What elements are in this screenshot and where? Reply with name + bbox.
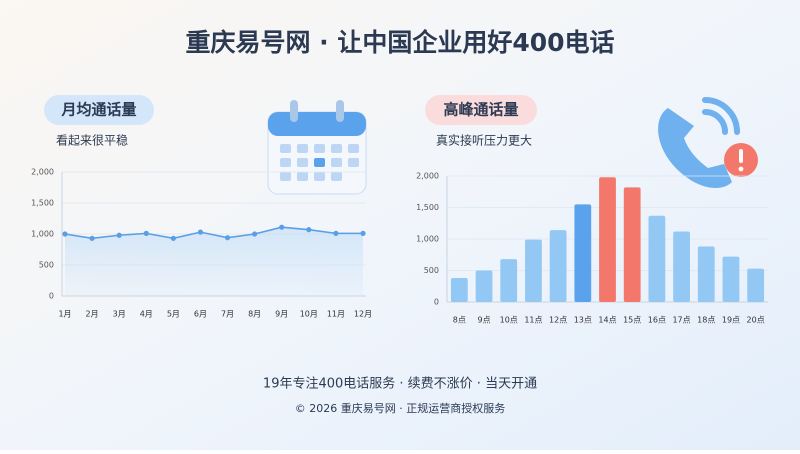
badge: 高峰通话量 [443,101,518,119]
badge: 月均通话量 [60,101,136,119]
x-tick-label: 16点 [648,316,666,325]
y-tick-label: 1,500 [31,199,54,208]
bar [599,177,616,302]
bar [525,239,542,302]
point [143,230,149,236]
point [62,231,68,237]
point [197,229,204,235]
title: 重庆易号网 · 让中国企业用好400电话 [185,28,614,57]
bar [549,230,567,302]
point [224,235,231,241]
point [252,231,258,237]
badge-bg [44,95,154,125]
x-tick-label: 9点 [477,316,490,325]
point [306,227,312,233]
line [64,226,363,240]
y-tick-label: 0 [434,298,439,307]
bar [648,215,666,302]
bar [722,256,740,302]
y-tick-label: 500 [424,266,439,275]
x-tick-label: 8点 [453,316,466,325]
point [333,230,339,236]
point [116,232,122,238]
x-tick-label: 9月 [275,310,288,319]
point [360,230,366,236]
point [89,235,95,241]
y-tick-label: 2,000 [31,168,54,177]
x-tick-label: 12月 [354,310,372,319]
y-tick-label: 2,000 [416,172,439,181]
x-tick-label: 10月 [300,310,318,319]
x-tick-label: 19点 [722,316,740,325]
x-tick-label: 13点 [574,316,592,325]
x-tick-label: 5月 [167,310,180,319]
line-area [65,227,363,296]
y-tick-label: 1,000 [31,230,54,239]
y-tick-label: 0 [49,292,54,301]
x-tick-label: 1月 [58,310,71,319]
bar [673,231,690,302]
bar [475,270,493,302]
phone-icon [658,97,758,188]
bar [697,246,715,302]
bar [747,268,765,302]
footer-line: 19年专注400电话服务 · 续费不涨价 · 当天开通 [263,376,537,392]
x-tick-label: 15点 [623,316,641,325]
x-tick-label: 12点 [549,316,567,325]
bar [450,278,468,302]
x-tick-label: 11点 [524,316,542,325]
bar [623,187,641,302]
x-tick-label: 4月 [140,310,153,319]
subtitle: 看起来很平稳 [56,133,128,148]
x-tick-label: 3月 [113,310,126,319]
subtitle: 真实接听压力更大 [436,133,532,148]
y-tick-label: 1,500 [416,203,439,212]
x-tick-label: 17点 [672,316,690,325]
x-tick-label: 14点 [598,316,616,325]
x-tick-label: 8月 [248,310,261,319]
calendar-icon [267,100,367,195]
x-tick-label: 6月 [194,310,207,319]
badge-bg [425,95,537,125]
bar [574,204,592,302]
y-tick-label: 1,000 [416,235,439,244]
x-tick-label: 10点 [500,316,518,325]
x-tick-label: 18点 [697,316,715,325]
y-tick-label: 500 [39,261,54,270]
x-tick-label: 7月 [221,310,234,319]
footer-line: © 2026 重庆易号网 · 正规运营商授权服务 [295,401,505,415]
x-tick-label: 20点 [747,316,765,325]
x-tick-label: 2月 [86,310,99,319]
bar [500,259,518,302]
point [279,224,285,230]
point [170,235,176,241]
x-tick-label: 11月 [327,310,345,319]
